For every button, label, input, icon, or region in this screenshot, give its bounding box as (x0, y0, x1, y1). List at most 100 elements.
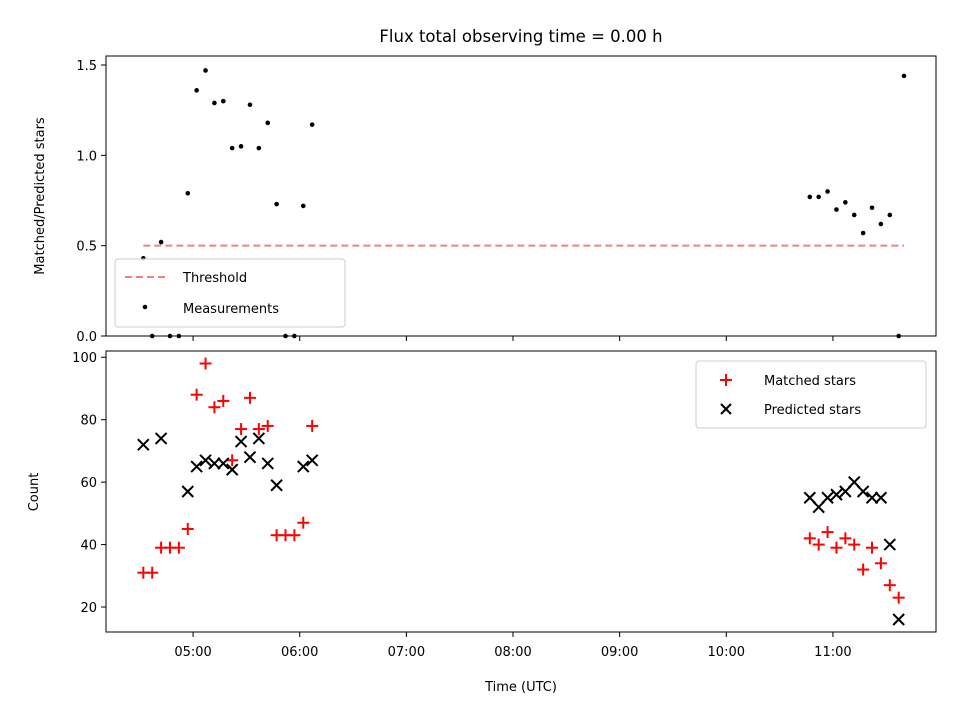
ratio-y-axis-label: Matched/Predicted stars (33, 117, 48, 275)
count-legend-box (695, 360, 927, 429)
count-y-tick-label: 80 (80, 414, 97, 429)
measurement-point (843, 200, 848, 205)
predicted-star-point (261, 457, 274, 470)
predicted-star-point (830, 488, 843, 501)
measurement-point (212, 100, 217, 106)
matched-star-point (190, 388, 203, 401)
measurement-point (816, 194, 821, 200)
measurement-point (247, 102, 253, 108)
predicted-star-point (217, 457, 230, 470)
measurement-point (229, 145, 235, 151)
matched-star-point (866, 541, 879, 554)
x-axis-label: Time (UTC) (484, 680, 557, 695)
measurement-point (238, 144, 244, 149)
x-tick-label: 07:00 (388, 645, 425, 660)
count-axes: 20 40 60 80 100 05:00 06:00 07:00 08:00 09:00 10:0… (27, 350, 937, 695)
ratio-axes: 0.0 0.5 1.0 1.5 Matched/Predicted stars Thr… (33, 55, 937, 345)
predicted-star-point (892, 613, 905, 626)
measurement-point (274, 201, 279, 207)
measurements-legend-label: Measurements (183, 302, 279, 317)
ratio-y-tick-label: 1.5 (76, 59, 97, 74)
measurement-point (878, 221, 884, 227)
count-y-tick-label: 100 (72, 351, 97, 366)
matched-star-point (857, 563, 870, 576)
predicted-star-point (137, 438, 150, 451)
matched-star-point (226, 454, 239, 467)
matched-star-point (830, 541, 843, 554)
x-tick-label: 09:00 (601, 645, 638, 660)
measurement-point (194, 88, 199, 93)
predicted-star-point (199, 454, 212, 467)
measurement-point (860, 230, 866, 236)
predicted-star-point (234, 435, 248, 448)
predicted-star-point (225, 463, 239, 476)
predicted-star-point (270, 479, 283, 492)
measurement-point (869, 205, 875, 211)
ratio-y-tick-label: 1.0 (76, 149, 97, 164)
count-y-tick-label: 60 (80, 476, 97, 491)
x-tick-label: 08:00 (494, 645, 531, 660)
predicted-star-point (190, 460, 203, 473)
predicted-star-point (297, 460, 310, 473)
measurement-point (185, 190, 191, 196)
measurement-point (309, 122, 315, 127)
count-plot-area (137, 357, 905, 626)
count-axes-frame (105, 350, 937, 633)
predicted-star-point (865, 491, 879, 504)
x-tick-label: 06:00 (281, 645, 318, 660)
predicted-star-point (154, 432, 168, 445)
count-y-tick-label: 40 (80, 539, 97, 554)
matched-star-point (803, 532, 816, 545)
matched-legend-swatch (720, 374, 732, 386)
count-y-tick-label: 20 (80, 601, 97, 616)
ratio-plot-area (141, 68, 907, 339)
measurement-point (834, 207, 839, 212)
predicted-star-point (181, 485, 194, 498)
matched-star-point (146, 566, 159, 579)
matched-star-point (217, 394, 230, 407)
matched-star-point (848, 538, 861, 551)
ratio-legend-box (114, 258, 346, 328)
measurement-point (300, 203, 306, 209)
measurement-point (203, 68, 208, 73)
count-legend: Matched stars Predicted stars (695, 360, 927, 429)
matched-star-point (883, 579, 896, 592)
predicted-star-point (252, 432, 266, 445)
matched-star-point (261, 419, 274, 432)
x-tick-label: 11:00 (814, 645, 851, 660)
ratio-axes-frame (105, 55, 937, 337)
matched-star-point (297, 516, 310, 529)
measurement-point (887, 212, 893, 218)
matched-star-point (199, 357, 212, 370)
measurement-point (807, 194, 813, 200)
x-tick-label: 10:00 (708, 645, 745, 660)
matched-legend-label: Matched stars (764, 374, 856, 389)
ratio-axis-ticks: 0.0 0.5 1.0 1.5 (76, 59, 834, 345)
predicted-star-point (208, 457, 221, 470)
measurement-point (901, 73, 907, 79)
ratio-legend: Threshold Measurements (114, 258, 346, 328)
matched-star-point (306, 419, 319, 432)
ratio-y-tick-label: 0.0 (76, 330, 97, 345)
matched-star-point (181, 522, 194, 535)
predicted-legend-swatch (720, 403, 732, 415)
measurement-point (851, 212, 857, 218)
matched-star-point (892, 591, 905, 604)
measurement-point (256, 145, 262, 151)
predicted-star-point (883, 538, 896, 551)
matched-star-point (235, 423, 248, 436)
count-y-axis-label: Count (27, 473, 42, 512)
measurements-legend-swatch (142, 304, 148, 310)
measurement-point (158, 239, 164, 245)
predicted-star-point (874, 491, 888, 504)
predicted-star-point (305, 454, 319, 467)
ratio-y-tick-label: 0.5 (76, 240, 97, 255)
matched-star-point (288, 529, 301, 542)
measurement-point (221, 98, 226, 104)
predicted-legend-label: Predicted stars (764, 403, 861, 418)
threshold-legend-label: Threshold (182, 271, 247, 286)
predicted-star-point (821, 491, 834, 504)
matched-star-point (172, 541, 185, 554)
